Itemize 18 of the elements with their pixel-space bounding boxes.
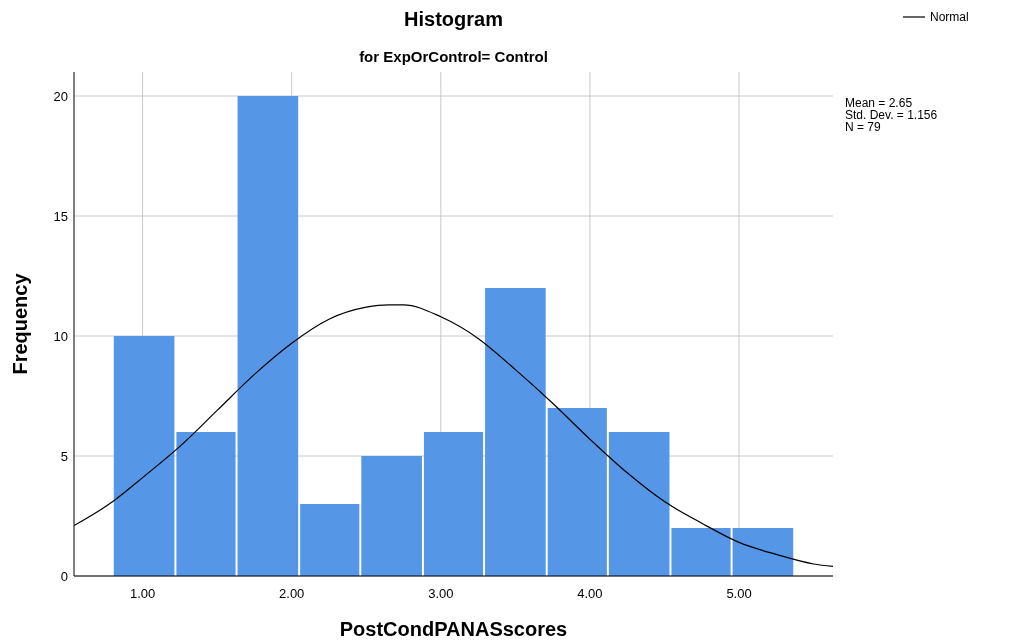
chart-subtitle: for ExpOrControl= Control (359, 48, 548, 65)
x-tick-label: 5.00 (726, 586, 752, 601)
x-tick-label: 3.00 (428, 586, 454, 601)
chart-title: Histogram (404, 8, 503, 30)
legend-label: Normal (930, 10, 969, 25)
y-tick-label: 10 (53, 328, 68, 344)
y-axis-title: Frequency (9, 272, 31, 375)
text: N = 79 (845, 120, 882, 134)
text: Std. Dev. = 1.156 (845, 108, 938, 122)
y-tick-label: 5 (60, 448, 68, 464)
text: Mean = 2.65 (845, 96, 913, 110)
y-tick-label: 15 (53, 208, 68, 224)
y-tick-label: 0 (60, 568, 68, 584)
x-axis-title: PostCondPANASscores (339, 618, 568, 640)
y-tick-label: 20 (53, 88, 68, 104)
x-tick-label: 1.00 (129, 586, 156, 601)
x-tick-label: 4.00 (577, 586, 603, 601)
x-tick-label: 2.00 (279, 586, 305, 601)
